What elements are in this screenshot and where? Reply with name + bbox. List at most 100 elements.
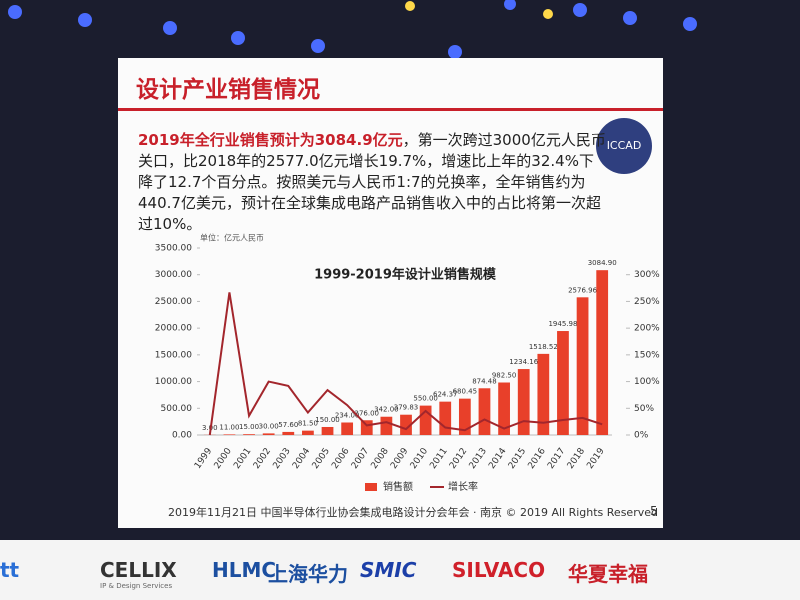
bar	[537, 353, 550, 435]
footer: 2019年11月21日 中国半导体行业协会集成电路设计分会年会 · 南京 © 2…	[168, 506, 658, 519]
y-tick-label: 3500.00	[155, 244, 192, 254]
value-label: 1234.16	[509, 358, 538, 366]
x-tick-label: 2009	[389, 446, 410, 471]
sponsor: CELLIX	[100, 558, 177, 582]
value-label: 234.00	[335, 411, 360, 419]
y2-tick-label: 150%	[634, 350, 660, 360]
y-tick-label: 500.00	[161, 404, 193, 414]
value-label: 680.45	[453, 388, 478, 396]
x-tick-label: 2010	[409, 446, 430, 471]
slide-title: 设计产业销售情况	[136, 77, 320, 103]
x-tick-label: 2000	[213, 446, 234, 471]
value-label: 30.00	[259, 422, 279, 430]
title-rule	[118, 108, 663, 111]
bar	[419, 405, 432, 435]
highlight: 2019年全行业销售预计为3084.9亿元	[138, 131, 403, 149]
sponsor: 上海华力	[268, 562, 348, 586]
legend-swatch	[365, 483, 377, 491]
value-label: 342.00	[374, 406, 399, 414]
value-label: 81.50	[298, 420, 318, 428]
value-label: 1518.52	[529, 343, 558, 351]
growth-line	[208, 292, 603, 436]
bar	[223, 434, 236, 435]
legend-label: 增长率	[448, 480, 478, 493]
x-tick-label: 2018	[566, 446, 587, 471]
page-number: 5	[650, 504, 658, 518]
bar	[380, 416, 393, 435]
bar	[498, 382, 510, 435]
bar	[262, 433, 275, 435]
y2-tick-label: 0%	[634, 431, 649, 441]
y2-tick-label: 300%	[634, 270, 660, 280]
x-tick-label: 2014	[487, 446, 508, 471]
x-tick-label: 2001	[232, 446, 253, 470]
value-label: 550.00	[413, 395, 438, 403]
value-label: 1945.98	[548, 320, 577, 328]
value-label: 624.37	[433, 391, 458, 399]
value-label: 874.48	[472, 377, 497, 385]
sponsor: IP & Design Services	[100, 582, 173, 590]
value-label: 379.83	[394, 404, 419, 412]
y2-tick-label: 50%	[634, 404, 654, 414]
paragraph: 2019年全行业销售预计为3084.9亿元，第一次跨过3000亿元人民币关口，比…	[138, 130, 608, 235]
x-tick-label: 2017	[546, 446, 567, 470]
sponsor: SMIC	[360, 558, 417, 582]
x-tick-label: 2003	[271, 446, 292, 470]
y-tick-label: 1500.00	[155, 350, 192, 360]
x-tick-label: 2019	[585, 446, 606, 471]
bar	[341, 422, 354, 435]
chart: 1999-2019年设计业销售规模 单位：亿元人民币 0.00 500.00 100…	[155, 233, 660, 494]
x-tick-label: 2008	[370, 446, 391, 471]
x-tick-label: 2013	[468, 446, 489, 470]
bar	[400, 414, 412, 435]
slide: 设计产业销售情况 ICCAD 2019年全行业销售预计为3084.9亿元，第一次…	[118, 58, 663, 528]
value-label: 2576.96	[568, 286, 597, 294]
value-label: 982.50	[492, 372, 517, 380]
bar	[360, 420, 373, 435]
bar	[439, 401, 452, 435]
x-tick-label: 2007	[350, 446, 371, 470]
bar	[596, 270, 609, 435]
y-tick-label: 2500.00	[155, 297, 192, 307]
value-label: 276.00	[355, 409, 380, 417]
value-label: 3084.90	[588, 259, 617, 267]
bar	[321, 426, 334, 435]
sponsor: tt	[0, 558, 20, 582]
bar	[302, 430, 314, 435]
bar	[576, 297, 589, 435]
sponsor-bar: tt CELLIX IP & Design Services HLMC 上海华力…	[0, 540, 800, 600]
value-label: 11.00	[219, 423, 239, 431]
sponsor: 华夏幸福	[568, 562, 648, 586]
x-tick-label: 2006	[330, 446, 351, 471]
x-tick-label: 2012	[448, 446, 469, 470]
bar	[458, 398, 471, 435]
x-tick-label: 2004	[291, 446, 312, 471]
x-tick-label: 2002	[252, 446, 273, 470]
y-tick-label: 1000.00	[155, 377, 192, 387]
x-tick-label: 1999	[193, 446, 214, 471]
y-tick-label: 0.00	[172, 431, 192, 441]
y2-tick-label: 250%	[634, 297, 660, 307]
y-tick-label: 2000.00	[155, 324, 192, 334]
value-label: 57.60	[278, 421, 298, 429]
logo: ICCAD	[596, 118, 652, 174]
bar	[557, 331, 569, 435]
value-label: 150.00	[315, 416, 340, 424]
body-text: ，第一次跨过3000亿元人民币关口，比2018年的2577.0亿元增长19.7%…	[138, 131, 606, 233]
y2-tick-label: 100%	[634, 377, 660, 387]
bar	[478, 388, 491, 435]
stage-lights	[8, 0, 697, 59]
bar	[243, 434, 255, 435]
sponsor: SILVACO	[452, 558, 546, 582]
value-label: 15.00	[239, 423, 259, 431]
x-tick-label: 2016	[527, 446, 548, 471]
y2-tick-label: 200%	[634, 324, 660, 334]
bar	[282, 431, 295, 435]
x-tick-label: 2005	[311, 446, 332, 470]
sponsor: HLMC	[212, 558, 277, 582]
unit-label: 单位：亿元人民币	[200, 233, 264, 243]
legend-label: 销售额	[383, 480, 413, 493]
bar	[517, 369, 530, 435]
x-tick-label: 2015	[507, 446, 528, 470]
